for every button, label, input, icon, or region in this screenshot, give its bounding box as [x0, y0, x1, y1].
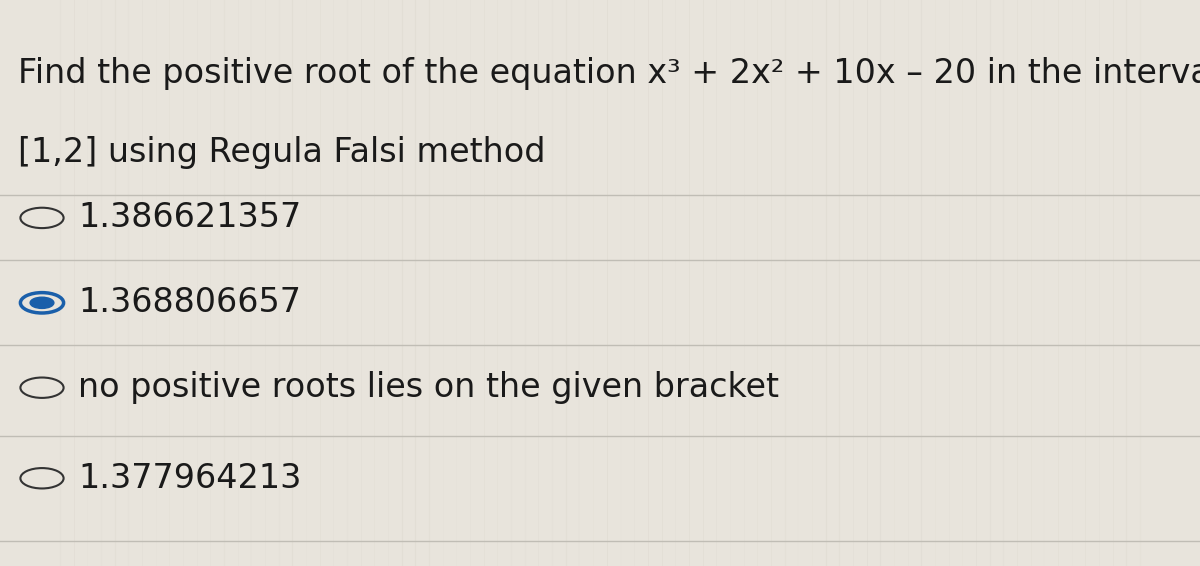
Text: [1,2] using Regula Falsi method: [1,2] using Regula Falsi method — [18, 136, 546, 169]
Text: 1.368806657: 1.368806657 — [78, 286, 301, 319]
Text: no positive roots lies on the given bracket: no positive roots lies on the given brac… — [78, 371, 779, 404]
Text: 1.386621357: 1.386621357 — [78, 201, 301, 234]
Text: Find the positive root of the equation x³ + 2x² + 10x – 20 in the interval: Find the positive root of the equation x… — [18, 57, 1200, 89]
Circle shape — [30, 297, 54, 308]
Text: 1.377964213: 1.377964213 — [78, 462, 301, 495]
